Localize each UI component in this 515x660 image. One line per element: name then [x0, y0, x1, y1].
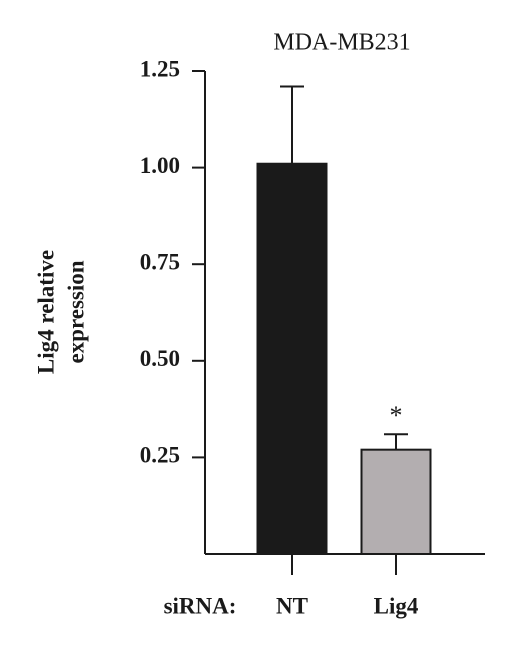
annotation: *: [390, 401, 403, 430]
x-tick-label: NT: [276, 593, 308, 618]
y-tick-label: 0.50: [140, 346, 180, 371]
y-axis-label: expression: [63, 260, 88, 363]
bar: [360, 448, 432, 555]
chart-title: MDA-MB231: [273, 30, 410, 56]
x-tick-label: Lig4: [374, 593, 419, 618]
bar: [256, 162, 328, 555]
y-tick-label: 0.75: [140, 249, 180, 274]
y-axis-label: Lig4 relative: [33, 250, 58, 374]
y-tick-label: 1.00: [140, 153, 180, 178]
y-tick-label: 0.25: [140, 443, 180, 468]
y-tick-label: 1.25: [140, 56, 180, 81]
x-axis-label: siRNA:: [164, 593, 237, 618]
